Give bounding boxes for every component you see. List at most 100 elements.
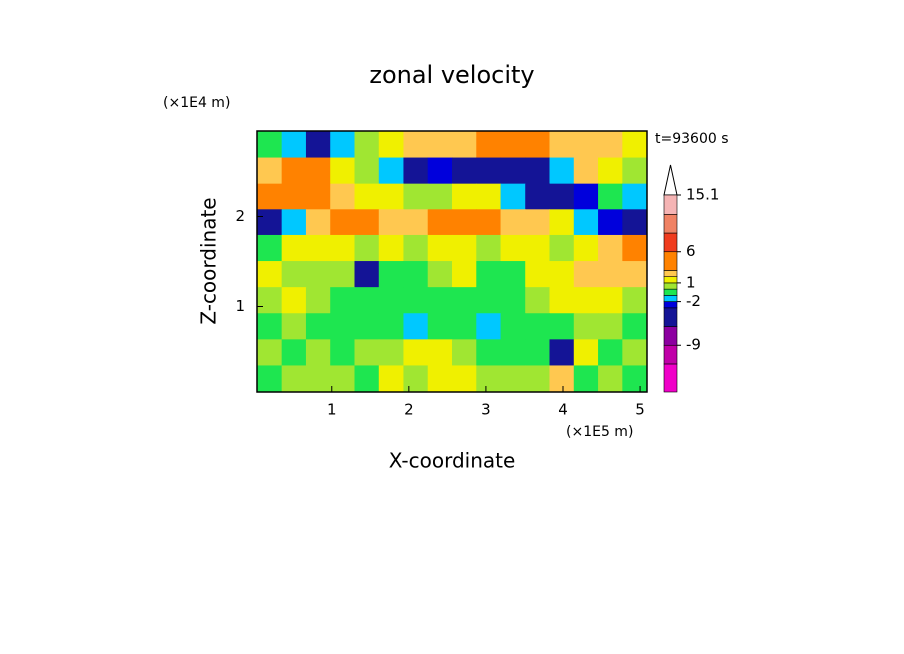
field-cell: [378, 209, 404, 236]
field-cell: [622, 365, 648, 393]
field-cell: [622, 131, 648, 159]
colorbar: -9 -21 6 15.1: [663, 164, 719, 393]
field-cell: [305, 313, 331, 340]
contour-field: [257, 131, 648, 393]
field-cell: [281, 261, 307, 288]
field-cell: [403, 234, 429, 262]
field-cell: [622, 234, 648, 262]
field-cell: [281, 209, 307, 236]
field-cell: [476, 365, 502, 393]
colorbar-box: [663, 270, 678, 277]
field-cell: [525, 365, 550, 393]
field-cell: [500, 183, 526, 210]
field-cell: [305, 339, 331, 366]
y-tick-label: 2: [235, 207, 245, 225]
field-cell: [525, 261, 550, 288]
field-cell: [452, 261, 477, 288]
field-cell: [549, 234, 575, 262]
colorbar-box: [663, 301, 678, 309]
field-cell: [330, 183, 355, 210]
x-tick-label: 2: [404, 401, 414, 419]
colorbar-box: [663, 251, 678, 271]
colorbar-box: [663, 326, 678, 346]
field-cell: [549, 365, 575, 393]
field-cell: [378, 131, 404, 159]
field-cell: [305, 365, 331, 393]
colorbar-box: [663, 295, 678, 302]
field-cell: [257, 287, 283, 314]
field-cell: [622, 261, 648, 288]
field-cell: [549, 339, 575, 366]
field-cell: [500, 157, 526, 185]
field-cell: [573, 287, 599, 314]
field-cell: [500, 234, 526, 262]
field-cell: [305, 131, 331, 159]
field-cell: [257, 157, 283, 185]
field-cell: [378, 339, 404, 366]
field-cell: [354, 261, 380, 288]
field-cell: [378, 287, 404, 314]
field-cell: [403, 157, 429, 185]
field-cell: [476, 313, 502, 340]
field-cell: [257, 131, 283, 159]
field-cell: [525, 339, 550, 366]
field-cell: [573, 209, 599, 236]
field-cell: [427, 339, 453, 366]
field-cell: [622, 313, 648, 340]
field-cell: [281, 157, 307, 185]
x-axis-label: X-coordinate: [389, 449, 516, 473]
field-cell: [598, 131, 623, 159]
field-cell: [452, 131, 477, 159]
field-cell: [378, 183, 404, 210]
field-cell: [452, 234, 477, 262]
field-cell: [330, 313, 355, 340]
field-cell: [281, 183, 307, 210]
field-cell: [427, 313, 453, 340]
field-cell: [598, 365, 623, 393]
colorbar-extend: [663, 164, 678, 196]
field-cell: [476, 209, 502, 236]
field-cell: [281, 287, 307, 314]
y-tick-label: 1: [235, 297, 245, 315]
field-cell: [330, 131, 355, 159]
field-cell: [573, 339, 599, 366]
field-cell: [354, 313, 380, 340]
field-cell: [500, 287, 526, 314]
axes: 1 2 3 4 5 1 2: [235, 130, 648, 419]
colorbar-tick-label: 6: [686, 242, 696, 260]
field-cell: [403, 183, 429, 210]
field-cell: [427, 157, 453, 185]
field-cell: [427, 365, 453, 393]
field-cell: [622, 183, 648, 210]
field-cell: [354, 131, 380, 159]
field-cell: [525, 209, 550, 236]
field-cell: [427, 183, 453, 210]
field-cell: [354, 157, 380, 185]
field-cell: [598, 339, 623, 366]
field-cell: [500, 209, 526, 236]
field-cell: [525, 234, 550, 262]
field-cell: [427, 261, 453, 288]
field-cell: [598, 157, 623, 185]
field-cell: [305, 234, 331, 262]
field-cell: [257, 234, 283, 262]
field-cell: [330, 339, 355, 366]
field-cell: [500, 365, 526, 393]
field-cell: [330, 157, 355, 185]
field-cell: [598, 209, 623, 236]
field-cell: [403, 261, 429, 288]
field-cell: [549, 261, 575, 288]
colorbar-box: [663, 276, 678, 284]
field-cell: [598, 183, 623, 210]
field-cell: [476, 183, 502, 210]
field-cell: [452, 339, 477, 366]
field-cell: [452, 183, 477, 210]
field-cell: [354, 209, 380, 236]
field-cell: [598, 287, 623, 314]
field-cell: [427, 209, 453, 236]
field-cell: [257, 209, 283, 236]
field-cell: [476, 234, 502, 262]
field-cell: [500, 261, 526, 288]
y-axis-label: Z-coordinate: [197, 197, 221, 324]
field-cell: [452, 365, 477, 393]
